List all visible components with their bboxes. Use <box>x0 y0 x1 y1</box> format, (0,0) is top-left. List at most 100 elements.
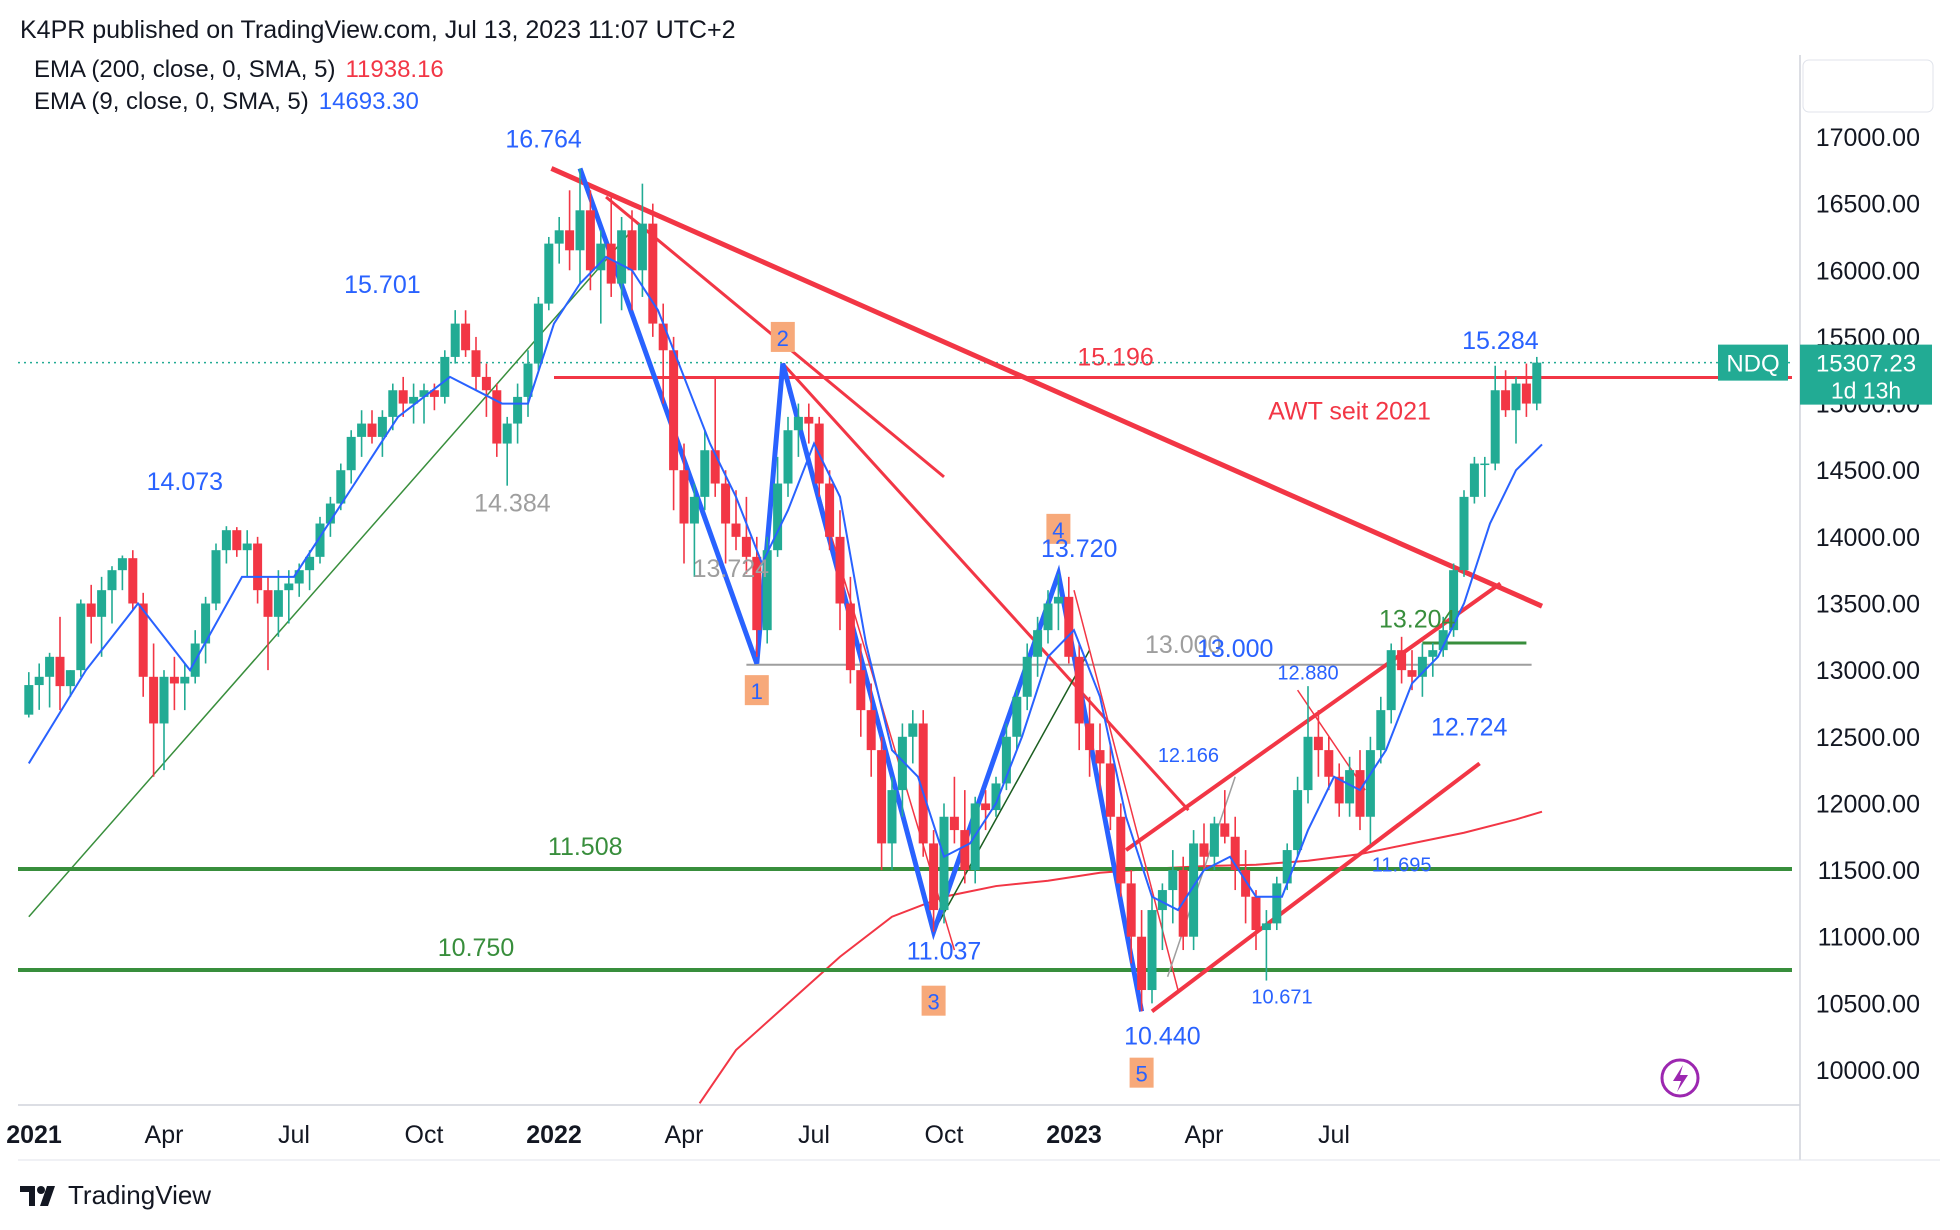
candle <box>1345 756 1355 817</box>
candle <box>1012 690 1022 751</box>
candle-body <box>221 530 231 551</box>
candle <box>24 672 34 718</box>
candle-body <box>461 323 471 351</box>
candle-body <box>34 676 44 686</box>
candle <box>710 376 720 497</box>
horizontal-levels: 11.508 10.750 15.196 13.000 <box>18 343 1792 973</box>
candle-body <box>1116 816 1126 884</box>
price-annotation: 13.204 <box>1379 605 1456 633</box>
candle-body <box>679 470 689 524</box>
candle-body <box>1147 910 1157 991</box>
candle <box>1324 736 1334 791</box>
candle-body <box>180 676 190 684</box>
candle <box>793 403 803 457</box>
candle-body <box>700 450 710 497</box>
candle <box>107 566 117 624</box>
candle <box>502 416 512 486</box>
wave-label-box <box>1046 513 1071 544</box>
candle <box>1376 696 1386 764</box>
candle <box>1261 910 1271 981</box>
candle-body <box>367 423 377 437</box>
candle-body <box>1282 850 1292 884</box>
candle <box>1043 590 1053 644</box>
candle-body <box>481 376 491 391</box>
candle <box>55 616 65 711</box>
legend-ema-200[interactable]: EMA (200, close, 0, SMA, 5) 11938.16 <box>34 56 444 84</box>
candle-body <box>284 583 294 591</box>
legend-ema-9[interactable]: EMA (9, close, 0, SMA, 5) 14693.30 <box>34 88 419 116</box>
candle <box>637 183 647 297</box>
candle-body <box>263 590 273 617</box>
price-annotation: 14.073 <box>147 468 223 496</box>
candle-body <box>1490 390 1500 464</box>
candle-body <box>97 590 107 617</box>
candle-body <box>294 570 304 584</box>
candle-body <box>1355 770 1365 817</box>
candle-body <box>544 243 554 304</box>
candle-body <box>1085 723 1095 751</box>
candle-body <box>471 350 481 377</box>
candle-body <box>253 543 263 591</box>
candle <box>575 168 585 284</box>
lightning-icon <box>1660 1058 1700 1098</box>
candle <box>1095 723 1105 791</box>
candle <box>1105 743 1115 831</box>
candle <box>440 350 450 404</box>
x-tick-label: 2023 <box>1046 1121 1102 1149</box>
candle <box>544 236 554 311</box>
candle-body <box>429 390 439 397</box>
footer-brand[interactable]: TradingView <box>20 1180 211 1211</box>
candle <box>305 550 315 591</box>
candle <box>981 790 991 831</box>
price-annotation: 10.440 <box>1124 1023 1200 1051</box>
candle-body <box>128 558 138 604</box>
price-annotation: 11.695 <box>1372 854 1432 876</box>
candle <box>65 670 75 697</box>
x-tick-label: Apr <box>1185 1121 1224 1149</box>
candle-body <box>1417 656 1427 677</box>
candle-body <box>1376 710 1386 751</box>
elliott-wave-path <box>577 167 1145 1012</box>
candle <box>887 776 897 871</box>
candles <box>24 168 1542 1012</box>
trend-line <box>1124 581 1502 852</box>
candle <box>1230 816 1240 891</box>
candle-body <box>1521 383 1531 404</box>
candle-body <box>1001 736 1011 784</box>
candle-body <box>887 790 897 844</box>
candle <box>201 596 211 664</box>
candle-body <box>440 356 450 397</box>
candle <box>273 570 283 637</box>
candle <box>689 483 699 577</box>
candle-body <box>305 556 315 571</box>
candle <box>658 303 668 404</box>
candle-body <box>1220 823 1230 837</box>
candle <box>1501 370 1511 417</box>
candle <box>1303 686 1313 804</box>
candle-body <box>637 223 647 271</box>
candle <box>284 570 294 624</box>
y-tick-label: 16000.00 <box>1816 257 1920 285</box>
candle <box>918 710 928 857</box>
candle-body <box>1064 596 1074 657</box>
price-annotation: 12.880 <box>1277 662 1338 684</box>
candle <box>866 683 876 777</box>
candle-body <box>1293 790 1303 851</box>
wave-label-box <box>744 675 769 706</box>
y-tick-label: 12000.00 <box>1816 790 1920 818</box>
candle-body <box>211 550 221 604</box>
wave-label-box <box>770 321 795 352</box>
candle-body <box>1272 883 1282 924</box>
y-tick-label: 14000.00 <box>1816 524 1920 552</box>
candle-body <box>325 503 335 524</box>
candle <box>336 463 346 511</box>
candle <box>1064 576 1074 664</box>
candle-body <box>856 670 866 711</box>
candle-body <box>1074 656 1084 724</box>
candle-body <box>65 670 75 687</box>
price-annotation: 14.384 <box>474 490 551 518</box>
candle <box>419 383 429 424</box>
candle-body <box>804 416 814 424</box>
